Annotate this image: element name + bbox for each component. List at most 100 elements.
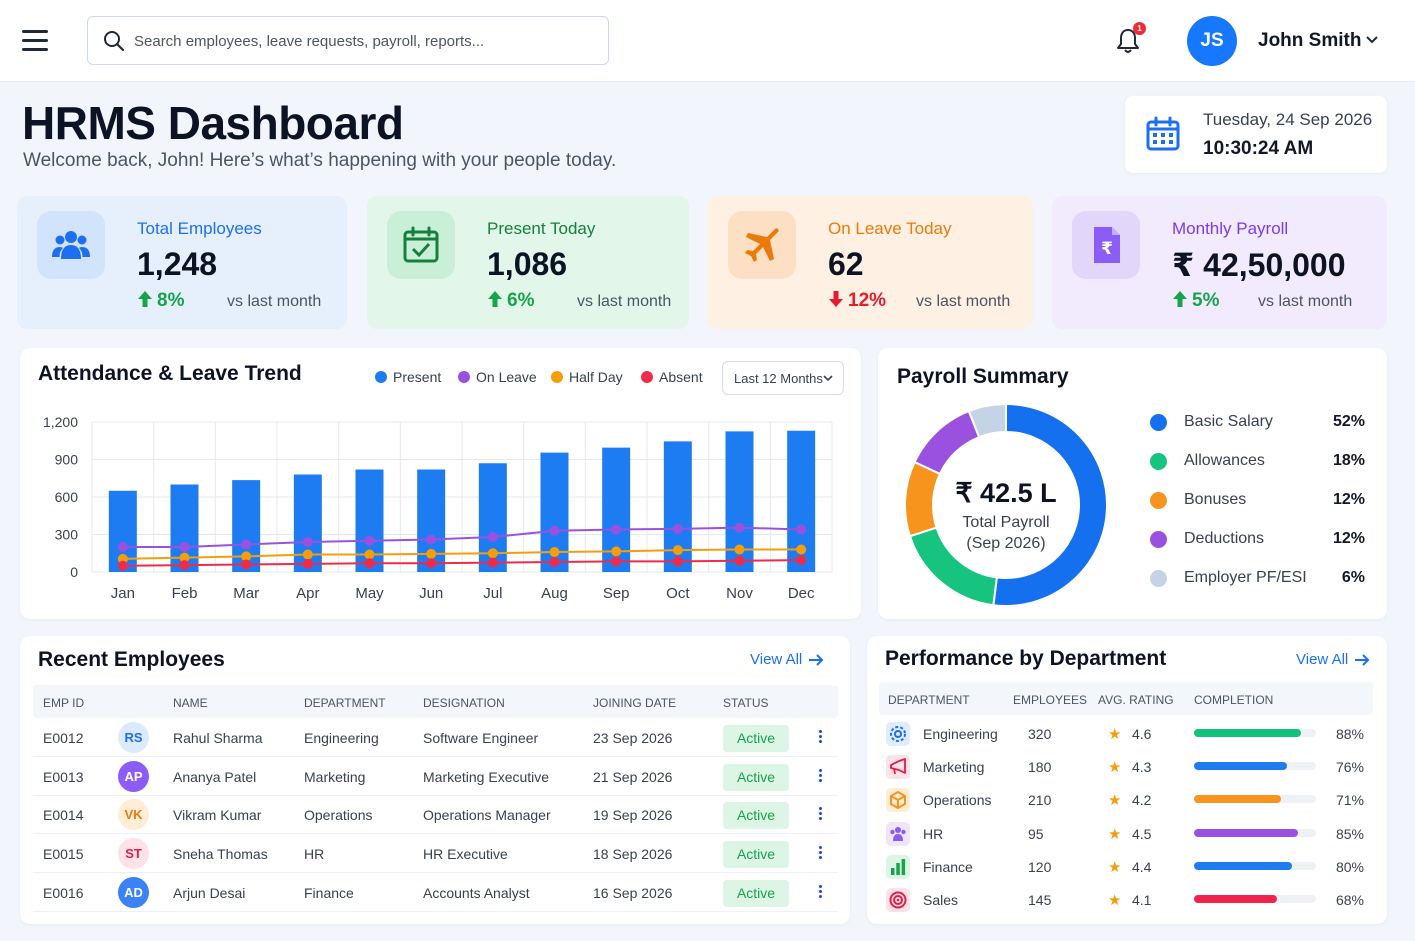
table-row[interactable]: Marketing 180 ★ 4.3 76% — [880, 750, 1368, 783]
point-half-day — [364, 549, 375, 560]
user-name[interactable]: John Smith — [1258, 30, 1362, 51]
table-row[interactable]: Engineering 320 ★ 4.6 88% — [880, 717, 1368, 750]
table-row[interactable]: HR 95 ★ 4.5 85% — [880, 817, 1368, 850]
col-department: DEPARTMENT — [888, 693, 970, 707]
stat-label: On Leave Today — [828, 219, 952, 238]
chevron-down-icon — [823, 375, 833, 382]
chevron-down-icon[interactable] — [1365, 35, 1379, 45]
arrow-right-icon — [809, 654, 824, 666]
payroll-title: Payroll Summary — [897, 365, 1069, 388]
status-badge: Active — [723, 802, 789, 830]
bell-icon[interactable] — [1113, 26, 1143, 56]
line-on-leave — [122, 526, 802, 548]
emp-department: Marketing — [304, 768, 366, 785]
col-completion: COMPLETION — [1194, 693, 1274, 707]
more-options-icon[interactable] — [813, 767, 827, 787]
more-options-icon[interactable] — [813, 883, 827, 903]
point-on-leave — [672, 523, 683, 534]
recent-employees-title: Recent Employees — [38, 648, 225, 671]
completion-bar — [1194, 895, 1316, 903]
table-row[interactable]: E0016 AD Arjun Desai Finance Accounts Analys… — [33, 874, 838, 912]
performance-view-all-link[interactable]: View All — [1296, 651, 1370, 668]
bar-chart-icon — [886, 854, 910, 879]
star-icon: ★ — [1108, 858, 1122, 876]
dept-rating: 4.6 — [1132, 726, 1152, 742]
stat-card-on-leave[interactable]: On Leave Today 62 12% vs last month — [708, 196, 1033, 329]
table-row[interactable]: Finance 120 ★ 4.4 80% — [880, 850, 1368, 883]
range-select[interactable]: Last 12 Months — [722, 361, 844, 395]
table-row[interactable]: E0015 ST Sneha Thomas HR HR Executive 18 Sep … — [33, 835, 838, 874]
search-box[interactable] — [87, 16, 609, 65]
point-absent — [734, 555, 745, 566]
stat-compare-label: vs last month — [227, 293, 322, 310]
completion-bar-fill — [1194, 861, 1292, 870]
table-row[interactable]: Operations 210 ★ 4.2 71% — [880, 783, 1368, 816]
cube-icon — [886, 788, 910, 813]
table-row[interactable]: E0013 AP Ananya Patel Marketing Marketing Ex… — [33, 758, 838, 796]
legend-half-day: Half Day — [551, 369, 623, 385]
point-absent — [549, 557, 560, 567]
more-options-icon[interactable] — [813, 728, 827, 748]
emp-name: Rahul Sharma — [173, 730, 263, 746]
more-options-icon[interactable] — [813, 844, 827, 864]
point-on-leave — [179, 542, 190, 552]
dept-employees: 95 — [1028, 825, 1044, 842]
point-half-day — [549, 547, 560, 557]
completion-bar-fill — [1194, 895, 1277, 903]
emp-id: E0013 — [43, 768, 84, 785]
calendar-check-icon — [387, 211, 455, 279]
x-tick-label: Mar — [233, 585, 259, 602]
line-absent — [122, 559, 802, 567]
calendar-icon — [1146, 116, 1180, 151]
arrow-up-icon — [1173, 291, 1187, 307]
dept-employees: 180 — [1028, 759, 1052, 776]
stat-change: 5% — [1172, 290, 1219, 312]
emp-id: E0016 — [43, 884, 84, 901]
point-on-leave — [734, 522, 745, 533]
search-input[interactable] — [134, 27, 594, 55]
status-badge: Active — [723, 725, 789, 752]
point-half-day — [302, 549, 313, 560]
legend-dot — [1150, 414, 1167, 431]
emp-designation: Operations Manager — [423, 807, 551, 824]
stat-compare-label: vs last month — [916, 293, 1011, 310]
stat-change: 8% — [137, 290, 184, 312]
completion-percent: 71% — [1335, 792, 1364, 809]
current-time: 10:30:24 AM — [1203, 138, 1314, 159]
x-tick-label: Oct — [666, 585, 690, 602]
table-row[interactable]: Sales 145 ★ 4.1 68% — [880, 883, 1368, 916]
more-options-icon[interactable] — [813, 805, 827, 825]
completion-bar-fill — [1194, 762, 1287, 771]
legend-present: Present — [375, 369, 441, 385]
emp-department: Operations — [304, 807, 373, 824]
stat-card-monthly-payroll[interactable]: ₹ Monthly Payroll ₹ 42,50,000 5% vs last… — [1052, 196, 1387, 329]
stat-card-present-today[interactable]: Present Today 1,086 6% vs last month — [367, 196, 689, 329]
avatar: ST — [118, 838, 149, 870]
point-on-leave — [487, 532, 498, 542]
table-row[interactable]: E0012 RS Rahul Sharma Engineering Software E… — [33, 719, 838, 757]
recent-view-all-link[interactable]: View All — [750, 651, 824, 668]
table-row[interactable]: E0014 VK Vikram Kumar Operations Operations … — [33, 796, 838, 835]
recent-table-header: EMP ID NAME DEPARTMENT DESIGNATION JOINI… — [33, 685, 838, 718]
stat-change-value: 12% — [848, 290, 887, 311]
menu-icon[interactable] — [22, 30, 48, 52]
gear-icon — [886, 722, 910, 746]
legend-dot — [1150, 531, 1167, 548]
stat-card-total-employees[interactable]: Total Employees 1,248 8% vs last month — [17, 196, 347, 329]
point-absent — [672, 556, 683, 567]
dept-name: Marketing — [923, 759, 985, 776]
user-avatar[interactable]: JS — [1187, 16, 1237, 66]
point-half-day — [117, 553, 128, 564]
stat-label: Total Employees — [137, 219, 262, 238]
dept-rating: 4.2 — [1132, 792, 1152, 809]
rupee-document-icon: ₹ — [1072, 211, 1140, 279]
legend-name: Deductions — [1184, 530, 1265, 547]
slice-employer-pf-esi — [967, 402, 1007, 439]
people-icon — [37, 211, 105, 279]
emp-joining-date: 23 Sep 2026 — [593, 730, 673, 746]
donut-center-sub: (Sep 2026) — [966, 535, 1045, 552]
legend-dot — [1150, 492, 1167, 509]
avatar: AD — [118, 876, 149, 908]
col-designation: DESIGNATION — [423, 696, 505, 710]
people-icon — [886, 821, 910, 846]
